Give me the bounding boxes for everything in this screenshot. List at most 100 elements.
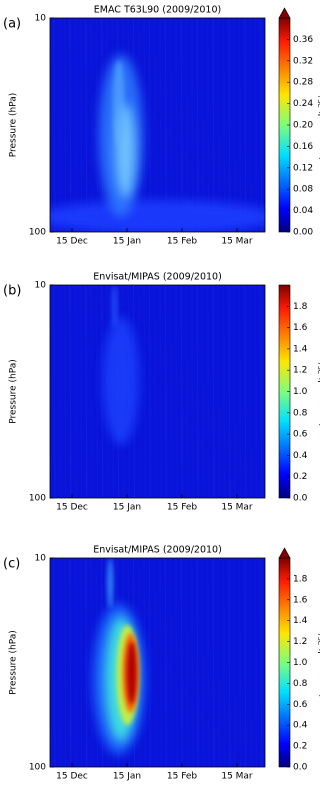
colorbar-tick-label: 1.8 xyxy=(293,574,308,584)
x-tick-label: 15 Jan xyxy=(113,503,141,513)
colorbar-tick-label: 0.24 xyxy=(293,99,313,109)
colorbar-label-part: V xyxy=(318,356,320,363)
field-features xyxy=(53,285,263,498)
field-streak xyxy=(196,18,199,232)
panel-title: EMAC T63L90 (2009/2010) xyxy=(94,5,221,16)
field-streak xyxy=(254,285,257,498)
field-feature xyxy=(102,316,139,445)
field-streak xyxy=(143,558,146,767)
y-axis-label: Pressure (hPa) xyxy=(9,93,19,158)
field-streak xyxy=(180,18,183,232)
colorbar-tick-label: 0.2 xyxy=(293,472,307,482)
field-streak xyxy=(80,558,82,767)
field-streak xyxy=(69,558,72,767)
y-axis-label: Pressure (hPa) xyxy=(9,359,19,424)
colorbar-tick-label: 0.8 xyxy=(293,679,308,689)
colorbar-label-part: (µm³ cm⁻³) xyxy=(318,107,320,160)
colorbar-tick-label: 1.2 xyxy=(293,366,307,376)
panel-label: (b) xyxy=(3,284,21,299)
x-tick-label: 15 Feb xyxy=(167,503,198,513)
field-streak xyxy=(69,285,72,498)
field-streak xyxy=(186,558,188,767)
x-tick-label: 15 Feb xyxy=(167,772,198,782)
field-streak xyxy=(244,18,247,232)
colorbar-tick-label: 0.4 xyxy=(293,721,308,731)
field-streak xyxy=(180,558,183,767)
field-streak xyxy=(159,285,162,498)
x-tick-label: 15 Dec xyxy=(56,503,88,513)
field-streak xyxy=(191,285,194,498)
colorbar-tick-label: 1.8 xyxy=(293,302,308,312)
field-streak xyxy=(175,285,178,498)
field-streak xyxy=(170,285,173,498)
field-background xyxy=(50,18,265,232)
colorbar-tick-label: 0.0 xyxy=(293,494,308,504)
field-streak xyxy=(154,18,157,232)
field-streak xyxy=(74,558,77,767)
field-streak xyxy=(101,285,104,498)
field-feature xyxy=(50,199,265,232)
field-streak xyxy=(223,285,226,498)
field-streak xyxy=(260,18,263,232)
field-feature xyxy=(126,641,137,705)
field-streak xyxy=(239,558,241,767)
field-streak xyxy=(164,18,167,232)
y-tick-label: 10 xyxy=(35,281,47,291)
field-streak xyxy=(53,18,56,232)
field-streak xyxy=(90,18,93,232)
colorbar-tick-label: 0.32 xyxy=(293,56,313,66)
x-tick-label: 15 Dec xyxy=(56,237,88,247)
field-background xyxy=(50,558,265,767)
field-streak xyxy=(233,558,236,767)
field-streak xyxy=(64,18,67,232)
field-streak xyxy=(228,558,231,767)
colorbar-tick-label: 0.0 xyxy=(293,763,308,773)
field-streak xyxy=(170,18,173,232)
field-streak xyxy=(164,285,167,498)
field-streak xyxy=(249,18,252,232)
field-streak xyxy=(58,18,61,232)
field-streak xyxy=(228,18,231,232)
field-features xyxy=(53,558,263,767)
colorbar-tick-label: 0.08 xyxy=(293,185,313,195)
field-streak xyxy=(223,558,226,767)
field-streak xyxy=(85,18,88,232)
colorbar-tick-label: 1.4 xyxy=(293,616,308,626)
field-streak xyxy=(244,285,247,498)
field-streak xyxy=(64,285,67,498)
field-streak xyxy=(217,18,220,232)
colorbar-tick-label: 0.2 xyxy=(293,742,307,752)
field-streak xyxy=(212,285,215,498)
plot-frame xyxy=(49,557,266,768)
field-streak xyxy=(138,285,141,498)
colorbar-extension xyxy=(278,547,291,559)
colorbar-tick-label: 1.4 xyxy=(293,344,308,354)
field-streak xyxy=(74,285,77,498)
x-tick-label: 15 Jan xyxy=(113,237,141,247)
field-streak xyxy=(95,285,98,498)
field-streak xyxy=(164,558,167,767)
field-streak xyxy=(186,18,188,232)
field-streak xyxy=(207,18,210,232)
field-streak xyxy=(143,18,146,232)
field-streak xyxy=(175,18,178,232)
field-streak xyxy=(260,558,263,767)
panel-label: (c) xyxy=(3,557,20,572)
colorbar-label-part: PSC xyxy=(316,633,320,645)
colorbar-tick-label: 0.20 xyxy=(293,121,313,131)
field-streak xyxy=(53,558,56,767)
field-streak xyxy=(186,285,188,498)
colorbar-label-part: PSC xyxy=(316,96,320,108)
field-streak xyxy=(260,285,263,498)
field-features xyxy=(50,18,265,232)
field-streak xyxy=(53,285,56,498)
field-streak xyxy=(196,285,199,498)
colorbar-tick-label: 0.4 xyxy=(293,451,308,461)
colorbar-tick-label: 1.6 xyxy=(293,323,308,333)
colorbar-tick-label: 0.12 xyxy=(293,163,313,173)
y-axis-label: Pressure (hPa) xyxy=(9,630,19,695)
field-streak xyxy=(64,558,67,767)
colorbar-tick-label: 1.0 xyxy=(293,658,308,668)
field-feature xyxy=(112,60,125,147)
